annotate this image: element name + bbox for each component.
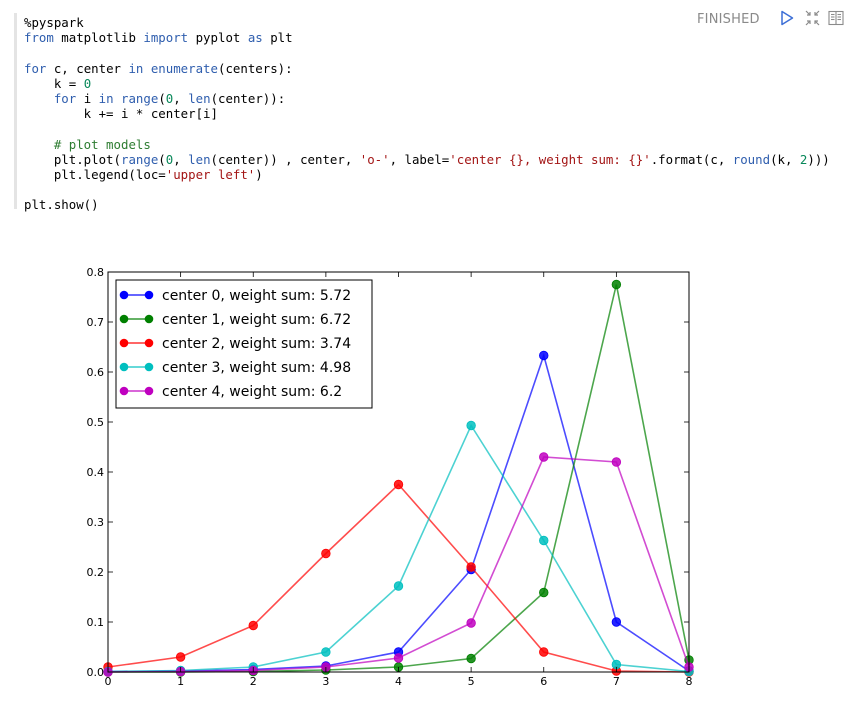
y-tick-label: 0.2 bbox=[87, 566, 105, 579]
y-tick-label: 0.4 bbox=[87, 466, 105, 479]
series-3 bbox=[103, 420, 694, 677]
data-point bbox=[175, 652, 186, 662]
x-tick-label: 8 bbox=[686, 675, 693, 688]
data-point bbox=[466, 653, 476, 664]
collapse-icon[interactable] bbox=[805, 10, 820, 26]
legend-marker bbox=[119, 386, 129, 396]
code-editor[interactable]: %pyspark from matplotlib import pyplot a… bbox=[24, 15, 830, 213]
data-point bbox=[466, 618, 476, 628]
legend-marker bbox=[119, 314, 129, 324]
x-tick-label: 3 bbox=[322, 675, 329, 688]
data-point bbox=[539, 350, 549, 361]
legend-marker bbox=[119, 362, 129, 372]
plot-legend: center 0, weight sum: 5.72 center 1, weig… bbox=[115, 279, 373, 409]
legend-marker bbox=[119, 290, 129, 300]
x-tick-label: 5 bbox=[468, 675, 475, 688]
legend-marker bbox=[144, 314, 154, 324]
legend-label: center 0, weight sum: 5.72 bbox=[162, 288, 351, 304]
data-point bbox=[466, 420, 476, 431]
run-icon[interactable] bbox=[780, 10, 794, 26]
legend-entry: center 3, weight sum: 4.98 bbox=[119, 360, 351, 376]
data-point bbox=[321, 548, 331, 559]
code-line: # plot models bbox=[53, 136, 151, 152]
data-point bbox=[539, 452, 549, 462]
data-point bbox=[466, 562, 476, 572]
legend-entry: center 4, weight sum: 6.2 bbox=[119, 384, 342, 400]
y-tick-label: 0.7 bbox=[87, 316, 105, 329]
data-point bbox=[611, 457, 622, 467]
y-tick-label: 0.5 bbox=[87, 416, 105, 429]
legend-entry: center 1, weight sum: 6.72 bbox=[119, 312, 351, 328]
data-point bbox=[539, 535, 549, 546]
legend-box bbox=[115, 279, 373, 409]
legend-marker bbox=[144, 290, 154, 300]
legend-label: center 2, weight sum: 3.74 bbox=[162, 336, 351, 352]
x-tick-label: 6 bbox=[540, 675, 547, 688]
x-tick-label: 0 bbox=[105, 675, 112, 688]
code-line: k += i * center[i] bbox=[24, 106, 218, 122]
legend-marker bbox=[144, 362, 154, 372]
legend-marker bbox=[119, 338, 129, 348]
y-tick-label: 0.0 bbox=[87, 666, 105, 679]
x-tick-label: 4 bbox=[395, 675, 402, 688]
code-line: for i in range(0, len(center)): bbox=[53, 91, 286, 107]
code-line: from matplotlib import pyplot as plt bbox=[24, 30, 293, 46]
code-line: plt.show() bbox=[24, 197, 99, 213]
legend-marker bbox=[144, 386, 154, 396]
y-tick-label: 0.1 bbox=[87, 616, 105, 629]
x-tick-label: 1 bbox=[177, 675, 184, 688]
data-point bbox=[393, 581, 404, 591]
code-line: for c, center in enumerate(centers): bbox=[24, 60, 293, 76]
data-point bbox=[321, 647, 331, 657]
series-2 bbox=[103, 479, 694, 677]
data-point bbox=[393, 479, 404, 490]
y-tick-label: 0.6 bbox=[87, 366, 105, 379]
series-line bbox=[107, 423, 690, 673]
data-point bbox=[539, 647, 549, 657]
data-point bbox=[248, 620, 258, 631]
legend-entry: center 2, weight sum: 3.74 bbox=[119, 336, 351, 352]
legend-label: center 3, weight sum: 4.98 bbox=[162, 360, 351, 376]
legend-label: center 4, weight sum: 6.2 bbox=[162, 384, 342, 400]
legend-entry: center 0, weight sum: 5.72 bbox=[119, 288, 351, 304]
x-tick-label: 7 bbox=[613, 675, 620, 688]
legend-label: center 1, weight sum: 6.72 bbox=[162, 312, 351, 328]
x-tick-label: 2 bbox=[250, 675, 257, 688]
data-point bbox=[393, 653, 404, 663]
code-line: plt.plot(range(0, len(center)) , center,… bbox=[24, 151, 830, 167]
paragraph-status: FINISHED bbox=[697, 12, 760, 27]
y-tick-label: 0.8 bbox=[87, 266, 105, 279]
plot-figure: 0 1 2 3 4 5 6 7 8 0.0 0.1 0.2 0.3 0.4 0.5 0.6 0.7 0.8 cen… bbox=[87, 266, 694, 688]
data-point bbox=[611, 617, 622, 627]
y-tick-label: 0.3 bbox=[87, 516, 105, 529]
book-icon[interactable] bbox=[828, 10, 844, 26]
code-line: %pyspark bbox=[24, 15, 84, 30]
data-point bbox=[539, 587, 549, 598]
editor-gutter bbox=[14, 13, 17, 209]
series-line bbox=[107, 483, 690, 673]
code-line: k = 0 bbox=[24, 75, 92, 91]
code-line: plt.legend(loc='upper left') bbox=[24, 167, 263, 183]
legend-marker bbox=[144, 338, 154, 348]
data-point bbox=[611, 279, 622, 290]
